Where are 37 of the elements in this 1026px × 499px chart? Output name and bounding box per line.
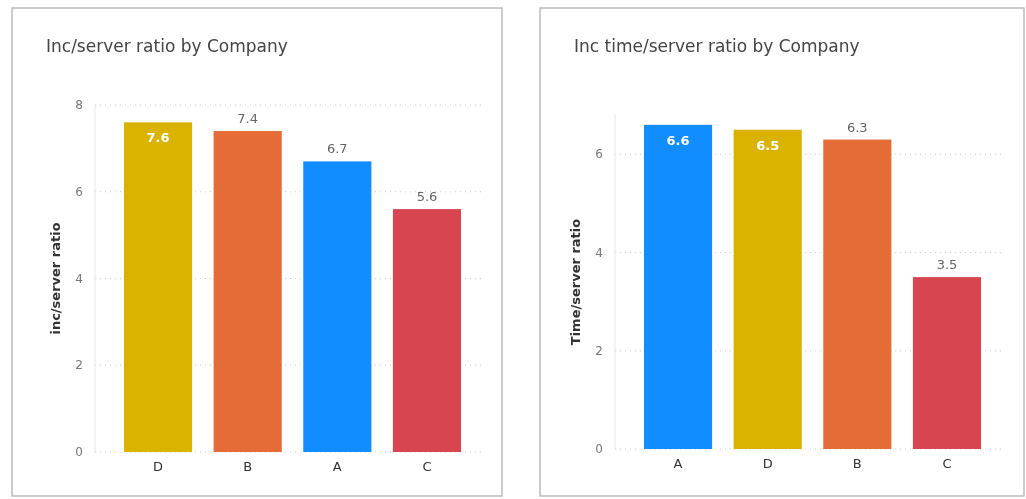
x-tick-label: A: [673, 456, 683, 471]
bar: [123, 122, 193, 452]
bar: [303, 161, 372, 452]
data-label: 6.7: [326, 141, 348, 157]
y-tick-label: 6: [75, 184, 83, 199]
x-tick-label: B: [852, 456, 862, 471]
y-tick-label: 2: [595, 343, 603, 358]
bar: [733, 129, 802, 449]
chart-title: Inc time/server ratio by Company: [574, 36, 860, 56]
data-label: 7.6: [146, 130, 170, 146]
bar: [213, 131, 282, 452]
data-label: 6.5: [756, 137, 780, 153]
bar: [643, 124, 713, 449]
y-tick-label: 6: [595, 147, 603, 162]
y-tick-label: 2: [75, 358, 83, 373]
x-tick-label: A: [332, 459, 342, 474]
x-tick-label: B: [243, 459, 253, 474]
bar: [392, 209, 462, 452]
data-label: 5.6: [416, 189, 438, 205]
bar: [912, 277, 982, 449]
x-tick-label: D: [762, 456, 773, 471]
y-tick-label: 8: [75, 98, 83, 112]
chart-title: Inc/server ratio by Company: [46, 36, 288, 56]
x-tick-label: C: [942, 456, 952, 471]
data-label: 7.4: [237, 111, 259, 127]
y-axis-title: inc/server ratio: [48, 222, 63, 335]
x-tick-label: C: [422, 459, 432, 474]
data-label: 3.5: [936, 257, 958, 273]
data-label: 6.3: [846, 119, 868, 135]
y-axis-title: Time/server ratio: [568, 218, 583, 346]
data-label: 6.6: [666, 132, 690, 148]
y-tick-label: 4: [595, 245, 603, 260]
y-tick-label: 4: [75, 271, 83, 286]
bar: [823, 139, 892, 449]
y-tick-label: 0: [75, 445, 83, 459]
y-tick-label: 0: [595, 442, 603, 456]
x-tick-label: D: [153, 459, 164, 474]
